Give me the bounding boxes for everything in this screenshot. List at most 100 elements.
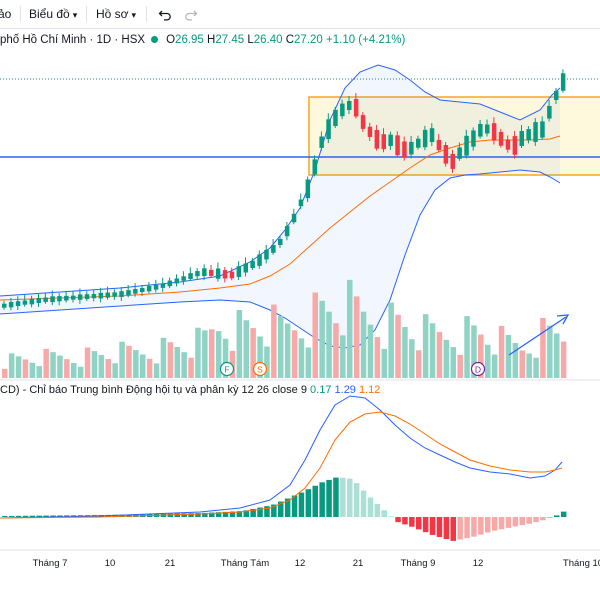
volume-bar [360, 311, 367, 378]
low-label: L [247, 34, 254, 46]
macd-histogram-bar [271, 504, 277, 517]
macd-histogram-bar [250, 508, 256, 517]
volume-bar [381, 348, 387, 378]
x-axis-label: Tháng 10 [563, 558, 600, 569]
volume-bar [319, 300, 325, 378]
volume-bar [209, 329, 215, 378]
macd-histogram-bar [181, 513, 187, 517]
volume-bar [554, 333, 560, 378]
macd-histogram-bar [416, 517, 422, 530]
macd-histogram-bar [491, 517, 498, 531]
volume-bar [395, 314, 401, 378]
volume-bar [464, 316, 470, 378]
volume-bar [526, 353, 532, 378]
macd-histogram [2, 477, 567, 541]
toolbar-item-cut[interactable]: ảo [0, 0, 11, 28]
volume-bar [57, 355, 63, 378]
trend-arrow[interactable] [508, 316, 567, 356]
macd-histogram-bar [547, 517, 553, 519]
candle-body [264, 249, 269, 260]
volume-bar [422, 314, 429, 378]
candle-body [257, 254, 262, 266]
trend-arrow-head [556, 314, 570, 325]
volume-bar [485, 344, 491, 378]
macd-histogram-bar [319, 482, 325, 517]
volume-bar [98, 354, 105, 378]
candle-body [64, 295, 69, 301]
candle-body [215, 268, 221, 279]
volume-bar [471, 325, 477, 378]
macd-histogram-bar [333, 477, 339, 517]
event-marker-label: S [257, 365, 263, 375]
candle-body [485, 124, 490, 134]
volume-bar [105, 359, 111, 378]
candle-body [471, 130, 476, 147]
macd-histogram-bar [471, 517, 477, 537]
volume-bar [416, 350, 422, 378]
event-marker-circle [219, 361, 235, 377]
macd-histogram-bar [22, 515, 29, 517]
toolbar-divider [146, 6, 147, 22]
macd-histogram-bar [312, 485, 318, 517]
x-axis-label: Tháng 9 [401, 558, 436, 569]
macd-histogram-bar [174, 513, 180, 517]
x-axis-label: 21 [165, 558, 176, 569]
volume-bar [188, 357, 194, 378]
macd-histogram-bar [29, 515, 36, 517]
x-axis[interactable]: Tháng 7 10 21 Tháng Tám 12 21 Tháng 9 12 Tháng 1… [33, 558, 600, 569]
macd-histogram-bar [340, 477, 346, 517]
toolbar-divider [86, 6, 87, 22]
candle-body [160, 283, 166, 288]
macd-legend[interactable]: CD) - Chỉ báo Trung bình Động hội tụ và … [0, 382, 380, 398]
macd-histogram-bar [450, 517, 456, 541]
macd-histogram-bar [57, 515, 63, 517]
event-marker-s[interactable]: S [252, 361, 268, 377]
volume-bar [181, 352, 187, 378]
volume-bar [71, 362, 77, 378]
macd-title: CD) - Chỉ báo Trung bình Động hội tụ và … [0, 384, 307, 396]
candle-body [133, 289, 138, 294]
x-axis-label: Tháng Tám [221, 558, 269, 569]
candle-body [126, 290, 131, 296]
volume-bar [215, 331, 222, 378]
candle-body [436, 139, 442, 151]
chevron-down-icon: ▾ [131, 10, 137, 20]
close-label: C [285, 34, 295, 46]
symbol-legend[interactable]: phố Hồ Chí Minh · 1D · HSX O26.95 H27.45 … [0, 31, 405, 49]
volume-bar [291, 330, 298, 378]
volume-bar [367, 324, 374, 378]
high-value: 27.45 [215, 34, 245, 46]
chart-menu-button[interactable]: Biểu đồ ▾ [29, 0, 77, 28]
candle-body [505, 139, 511, 150]
macd-histogram-bar [2, 515, 8, 517]
candle-body [291, 213, 297, 223]
candle-body [340, 103, 345, 117]
undo-button[interactable] [158, 0, 172, 28]
volume-bar [133, 350, 139, 378]
macd-histogram-bar [264, 506, 270, 517]
volume-bar [243, 320, 249, 378]
event-marker-label: D [475, 365, 481, 375]
redo-button[interactable] [184, 0, 198, 28]
symbol-title: phố Hồ Chí Minh · 1D · HSX [0, 34, 146, 46]
event-marker-f[interactable]: F [219, 361, 235, 377]
candle-body [443, 145, 449, 164]
event-marker-d[interactable]: D [470, 361, 486, 377]
open-value: 26.95 [175, 34, 204, 46]
macd-histogram-bar [298, 492, 305, 517]
macd-histogram-bar [422, 517, 429, 533]
volume-bar [271, 304, 277, 378]
volume-bar [298, 338, 305, 378]
event-marker-circle [470, 361, 486, 377]
macd-histogram-bar [436, 517, 443, 538]
volume-bar [195, 327, 201, 378]
candle-body [416, 138, 421, 148]
candle-body [402, 141, 407, 158]
candle-body [188, 273, 193, 279]
candle-body [243, 263, 248, 273]
profile-menu-button[interactable]: Hồ sơ ▾ [96, 0, 136, 28]
macd-histogram-bar [505, 517, 512, 528]
volume-bar [167, 342, 174, 378]
candle-body [429, 128, 435, 142]
